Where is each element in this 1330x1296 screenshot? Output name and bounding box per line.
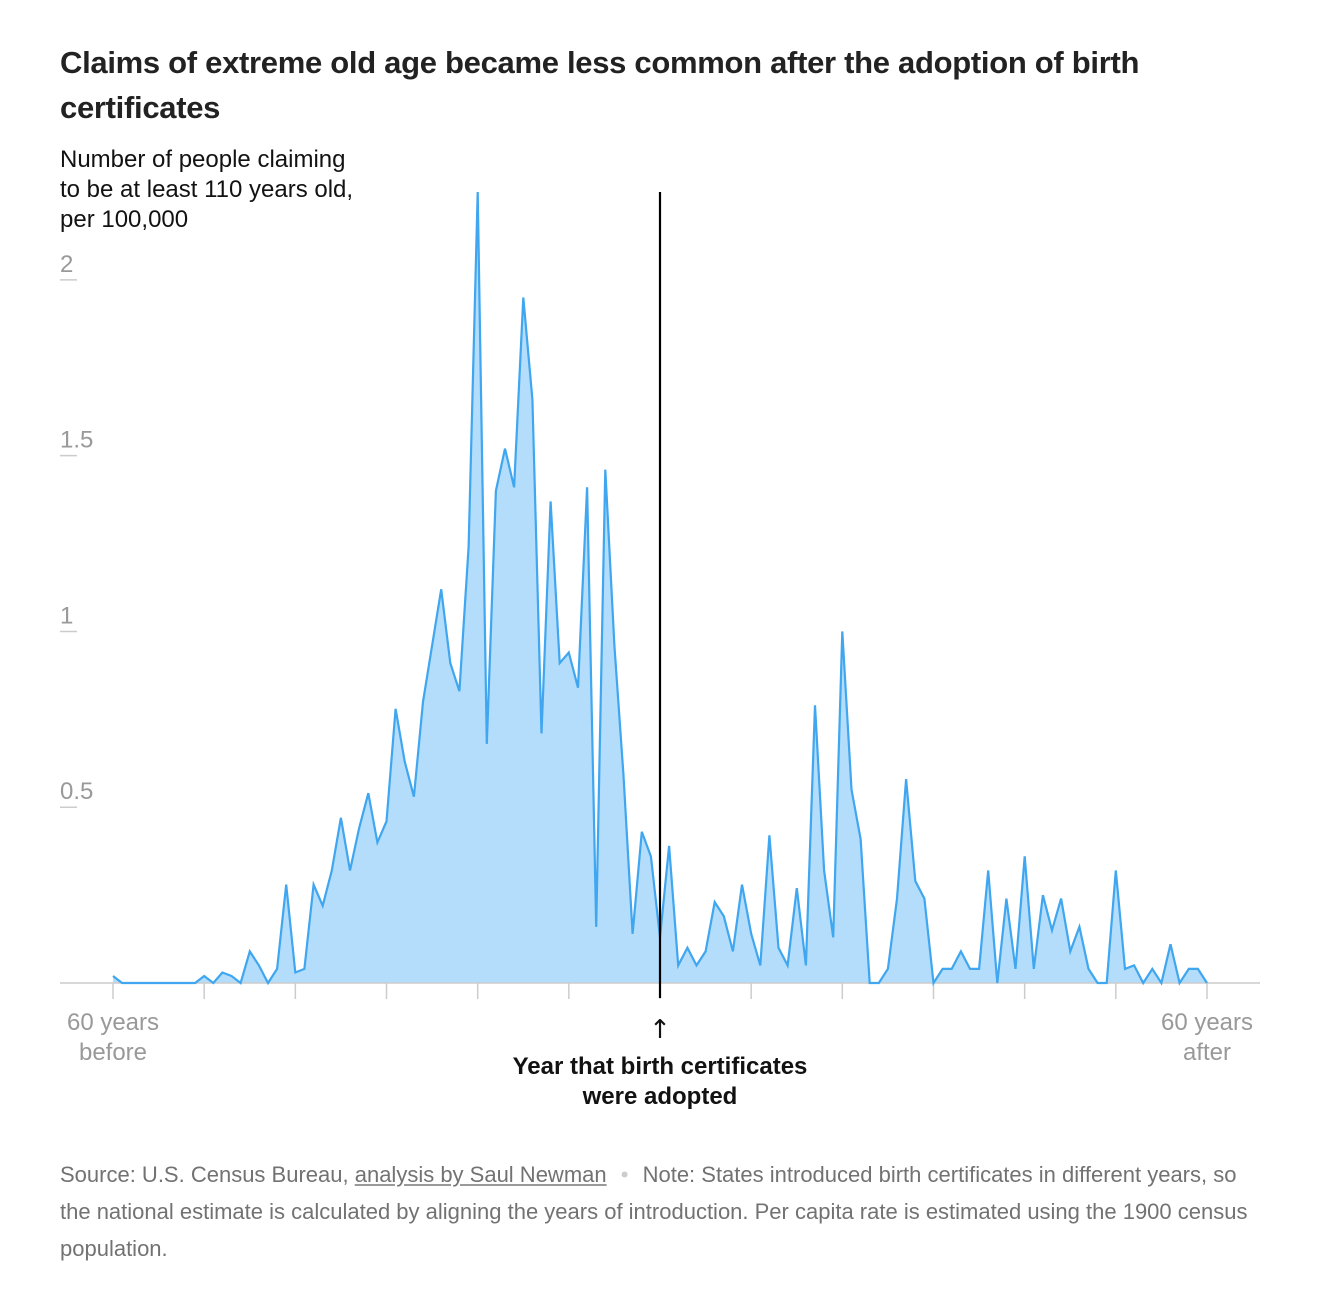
y-axis-label: Number of people claiming to be at least … xyxy=(60,146,353,233)
y-tick-label: 0.5 xyxy=(60,778,93,805)
annotation-label: were adopted xyxy=(582,1083,738,1110)
up-arrow-icon: ↑ xyxy=(649,1015,671,1045)
x-tick-label: before xyxy=(79,1039,147,1066)
source-label: Source: U.S. Census Bureau, xyxy=(60,1162,349,1187)
y-tick-label: 1 xyxy=(60,602,73,629)
source-link[interactable]: analysis by Saul Newman xyxy=(354,1162,607,1187)
separator-dot: • xyxy=(620,1162,629,1187)
y-axis-ticks: 0.5 1 1.5 2 xyxy=(60,251,93,808)
x-tick-label: 60 years xyxy=(67,1009,159,1036)
x-tick-label: 60 years xyxy=(1161,1009,1253,1036)
note-text: Note: States introduced birth certificat… xyxy=(60,1162,1248,1261)
footer-note: Source: U.S. Census Bureau, analysis by … xyxy=(60,1156,1260,1267)
annotation-label: Year that birth certificates xyxy=(513,1053,808,1080)
y-axis-label-line: to be at least 110 years old, xyxy=(60,176,353,203)
chart-title: Claims of extreme old age became less co… xyxy=(60,45,1140,125)
x-axis-labels: 60 years before 60 years after xyxy=(67,1009,1253,1066)
chart-canvas: Number of people claiming to be at least … xyxy=(60,146,1260,1110)
y-axis-label-line: Number of people claiming xyxy=(60,146,345,173)
y-axis-label-line: per 100,000 xyxy=(60,206,188,233)
y-tick-label: 2 xyxy=(60,251,73,278)
y-tick-label: 1.5 xyxy=(60,427,93,454)
adoption-annotation: ↑ Year that birth certificates were adopte… xyxy=(513,1015,808,1110)
x-tick-label: after xyxy=(1183,1039,1231,1066)
plot-area xyxy=(60,191,1260,999)
